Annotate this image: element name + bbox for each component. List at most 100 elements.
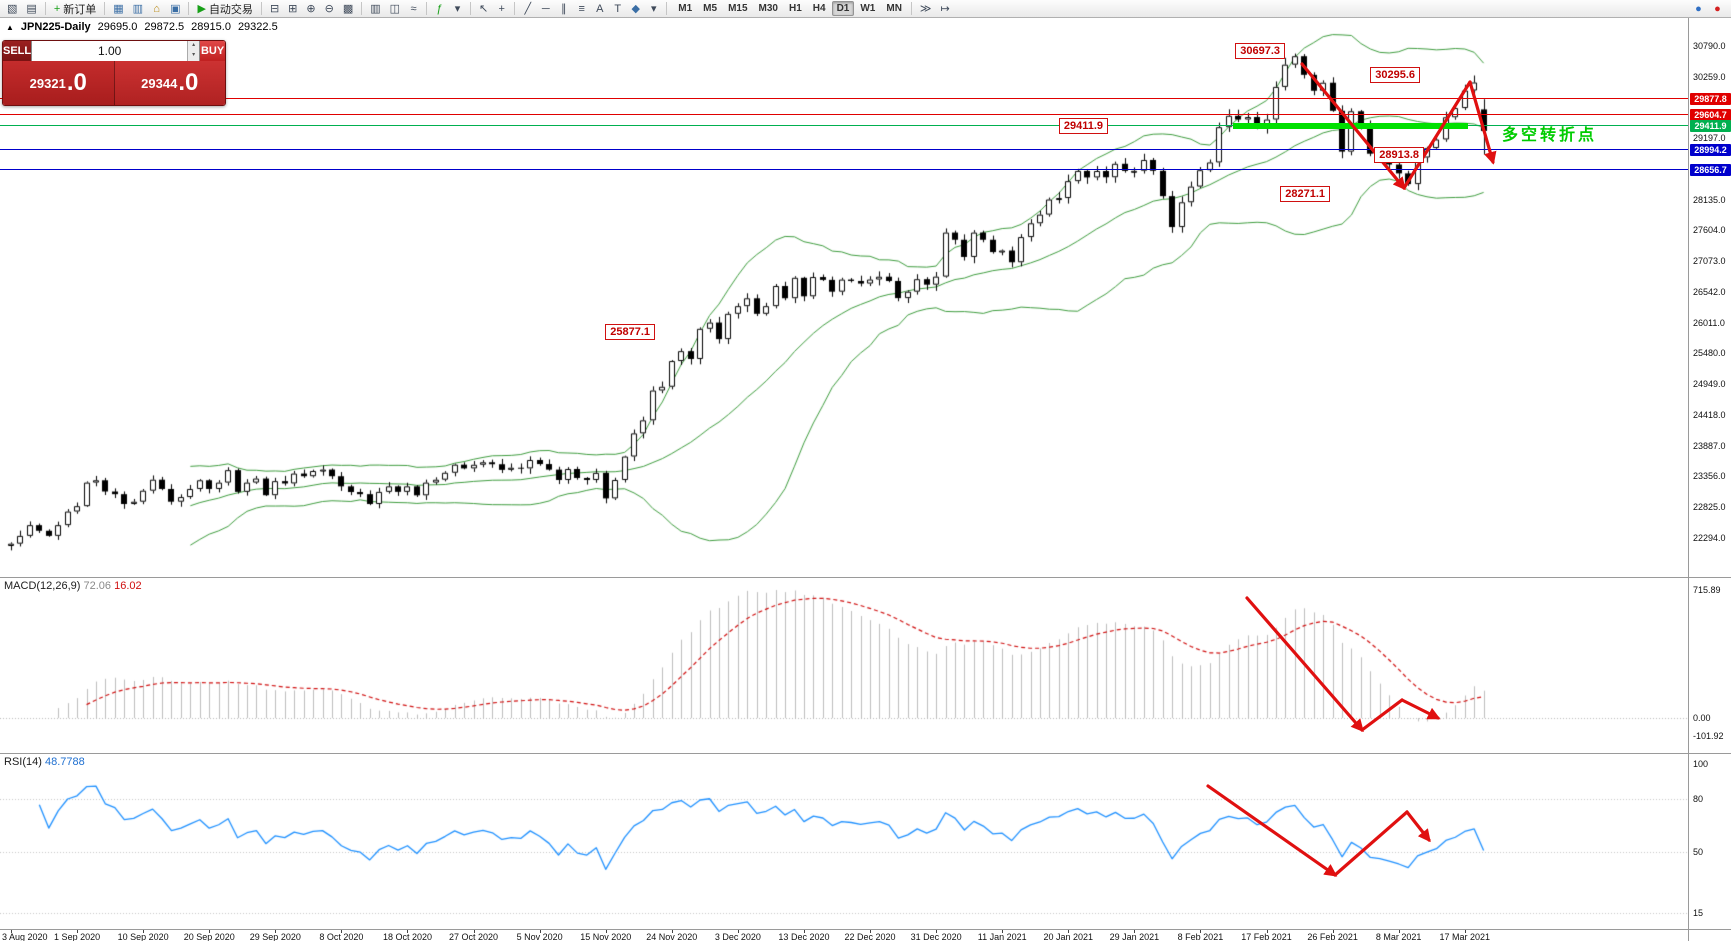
price-label-annotation[interactable]: 30295.6 bbox=[1370, 67, 1420, 83]
time-axis-tick bbox=[209, 930, 211, 933]
timeframe-button-w1[interactable]: W1 bbox=[860, 3, 876, 14]
time-axis-divider[interactable] bbox=[0, 929, 1731, 930]
support-line-2[interactable] bbox=[0, 169, 1688, 171]
arrows-tool-icon: ◆ bbox=[631, 2, 640, 15]
macd-indicator-canvas[interactable] bbox=[0, 578, 1688, 752]
price-label-annotation[interactable]: 30697.3 bbox=[1235, 43, 1285, 59]
time-axis-tick bbox=[1464, 930, 1466, 933]
resistance-line-2[interactable] bbox=[0, 114, 1688, 116]
plus-icon: + bbox=[53, 2, 61, 15]
one-click-trading-panel: SELL ▴ ▾ BUY 29321 .0 29344 .0 bbox=[2, 40, 226, 106]
price-axis-label: 27604.0 bbox=[1693, 225, 1726, 236]
chart-shift-icon[interactable]: ↦ bbox=[936, 1, 953, 17]
volume-stepper: ▴ ▾ bbox=[187, 41, 200, 61]
toolbar-right-group: ● ● bbox=[1690, 1, 1728, 17]
channel-icon[interactable]: ∥ bbox=[555, 1, 572, 17]
crosshair-icon[interactable]: + bbox=[493, 1, 510, 17]
profiles-icon[interactable]: ▤ bbox=[22, 1, 40, 17]
main-toolbar: ▧ ▤ + 新订单 ▦ ▥ ⌂ ▣ ▶ 自动交易 ⊟ ⊞ ⊕ ⊖ ▩ ▥ ◫ ≈ ƒ ▾ ↖ + ╱ ─ ∥ ≡ A T ◆ ▾ M1 M5 M… bbox=[0, 0, 1731, 18]
support-zone-highlight[interactable] bbox=[1233, 122, 1468, 129]
sell-price-panel-button[interactable]: 29321 .0 bbox=[3, 61, 115, 105]
support-line-1[interactable] bbox=[0, 149, 1688, 151]
channel-icon: ∥ bbox=[561, 2, 567, 15]
line-chart-icon: ≈ bbox=[410, 2, 417, 15]
price-label-annotation[interactable]: 28271.1 bbox=[1280, 186, 1330, 202]
buy-price-panel-button[interactable]: 29344 .0 bbox=[114, 61, 225, 105]
sell-price-big-digit: .0 bbox=[66, 69, 87, 96]
buy-button[interactable]: BUY bbox=[200, 41, 225, 61]
candlestick-chart-icon[interactable]: ◫ bbox=[386, 1, 404, 17]
timeframe-button-h4[interactable]: H4 bbox=[812, 3, 826, 14]
new-order-button[interactable]: + 新订单 bbox=[50, 1, 100, 17]
price-chart-canvas[interactable] bbox=[0, 17, 1688, 577]
price-label-annotation[interactable]: 25877.1 bbox=[605, 324, 655, 340]
time-axis-tick bbox=[1002, 930, 1004, 933]
fibonacci-icon[interactable]: ≡ bbox=[573, 1, 590, 17]
community-icon[interactable]: ● bbox=[1690, 1, 1707, 17]
bar-chart-icon[interactable]: ▥ bbox=[366, 1, 384, 17]
price-axis-label: 26542.0 bbox=[1693, 286, 1726, 297]
time-axis-label: 11 Jan 2021 bbox=[977, 932, 1027, 941]
time-axis-tick bbox=[1068, 930, 1070, 933]
macd-axis-label: 715.89 bbox=[1693, 585, 1721, 595]
cursor-icon[interactable]: ↖ bbox=[475, 1, 492, 17]
tile-windows-icon[interactable]: ▩ bbox=[339, 1, 357, 17]
price-label-annotation[interactable]: 28913.8 bbox=[1374, 147, 1424, 163]
timeframe-button-m1[interactable]: M1 bbox=[678, 3, 693, 14]
data-window-icon[interactable]: ▥ bbox=[129, 1, 147, 17]
toolbar-separator bbox=[470, 2, 472, 15]
line-chart-icon[interactable]: ≈ bbox=[405, 1, 422, 17]
buy-price-big-digit: .0 bbox=[178, 69, 199, 96]
market-watch-icon[interactable]: ▦ bbox=[109, 1, 127, 17]
timeframe-button-m5[interactable]: M5 bbox=[703, 3, 718, 14]
timeframe-button-m30[interactable]: M30 bbox=[758, 3, 778, 14]
arrows-tool-icon[interactable]: ◆ bbox=[627, 1, 644, 17]
timeframe-button-h1[interactable]: H1 bbox=[788, 3, 802, 14]
tile-vertical-icon[interactable]: ⊞ bbox=[284, 1, 301, 17]
timeframe-button-m15[interactable]: M15 bbox=[728, 3, 748, 14]
pivot-line[interactable] bbox=[0, 125, 1688, 127]
tile-horizontal-icon[interactable]: ⊟ bbox=[266, 1, 283, 17]
price-axis-label: 22294.0 bbox=[1693, 532, 1726, 543]
panel-divider-rsi[interactable] bbox=[0, 753, 1731, 754]
panel-divider-macd[interactable] bbox=[0, 577, 1731, 578]
bar-chart-icon: ▥ bbox=[370, 2, 381, 15]
time-axis-label: 3 Aug 2020 bbox=[2, 932, 48, 941]
alerts-icon[interactable]: ● bbox=[1709, 1, 1726, 17]
support-line-1-price-tag: 28994.2 bbox=[1690, 143, 1731, 156]
toolbar-separator bbox=[514, 2, 516, 15]
time-axis-tick bbox=[803, 930, 805, 933]
zoom-out-icon: ⊖ bbox=[324, 2, 334, 15]
chart-shift-icon: ↦ bbox=[940, 2, 950, 15]
turning-point-note[interactable]: 多空转折点 bbox=[1502, 127, 1598, 144]
timeframe-button-mn[interactable]: MN bbox=[886, 3, 902, 14]
autotrade-button[interactable]: ▶ 自动交易 bbox=[193, 1, 256, 17]
price-label-annotation[interactable]: 29411.9 bbox=[1058, 118, 1108, 134]
rsi-indicator-canvas[interactable] bbox=[0, 754, 1688, 929]
trendline-icon[interactable]: ╱ bbox=[519, 1, 536, 17]
resistance-line-1[interactable] bbox=[0, 98, 1688, 100]
indicators-icon[interactable]: ƒ bbox=[431, 1, 448, 17]
zoom-out-icon[interactable]: ⊖ bbox=[321, 1, 338, 17]
time-axis-tick bbox=[870, 930, 872, 933]
indicators-dropdown-icon[interactable]: ▾ bbox=[449, 1, 466, 17]
time-axis-tick bbox=[1332, 930, 1334, 933]
terminal-icon[interactable]: ▣ bbox=[166, 1, 184, 17]
time-axis-label: 17 Feb 2021 bbox=[1241, 932, 1292, 941]
horizontal-line-icon[interactable]: ─ bbox=[537, 1, 554, 17]
arrows-dropdown-icon[interactable]: ▾ bbox=[645, 1, 662, 17]
timeframe-button-d1[interactable]: D1 bbox=[831, 1, 855, 16]
volume-down-icon[interactable]: ▾ bbox=[188, 51, 200, 61]
navigator-icon[interactable]: ⌂ bbox=[148, 1, 165, 17]
volume-input[interactable] bbox=[32, 41, 188, 61]
auto-scroll-icon[interactable]: ≫ bbox=[916, 1, 936, 17]
time-axis-label: 17 Mar 2021 bbox=[1439, 932, 1491, 941]
new-chart-icon[interactable]: ▧ bbox=[3, 1, 21, 17]
text-icon[interactable]: A bbox=[591, 1, 608, 17]
zoom-in-icon[interactable]: ⊕ bbox=[302, 1, 319, 17]
volume-up-icon[interactable]: ▴ bbox=[188, 41, 200, 51]
tile-vertical-icon: ⊞ bbox=[288, 2, 298, 15]
sell-button[interactable]: SELL bbox=[3, 41, 32, 61]
label-icon[interactable]: T bbox=[609, 1, 626, 17]
rsi-axis-label: 15 bbox=[1693, 907, 1704, 918]
